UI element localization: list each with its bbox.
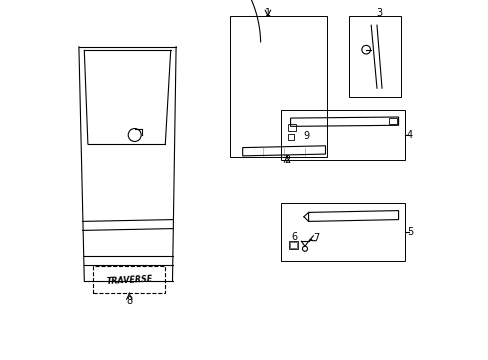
Text: 8: 8 [126, 296, 132, 306]
Text: 6: 6 [291, 232, 297, 242]
Text: 4: 4 [406, 130, 412, 140]
Bar [280, 203, 404, 261]
Bar [230, 16, 326, 157]
Bar [289, 242, 296, 248]
Bar [93, 266, 165, 293]
Bar [388, 118, 396, 124]
Text: 1: 1 [264, 8, 270, 18]
Bar [288, 241, 297, 249]
Bar [287, 134, 294, 140]
Bar [287, 124, 296, 131]
Text: TRAVERSE: TRAVERSE [105, 274, 152, 286]
Text: 5: 5 [406, 227, 412, 237]
Text: 9: 9 [303, 131, 309, 141]
Text: 3: 3 [376, 8, 382, 18]
Text: 2: 2 [283, 155, 289, 165]
Text: 7: 7 [313, 233, 319, 243]
Bar [280, 110, 404, 160]
Bar [348, 16, 400, 97]
